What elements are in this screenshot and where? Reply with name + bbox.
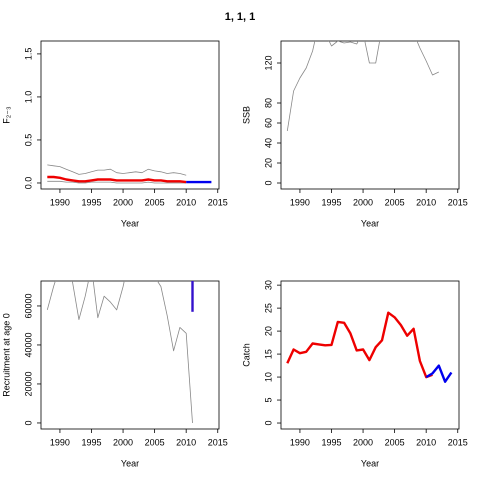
x-tick-label: 2010: [416, 437, 436, 447]
y-axis-label: Catch: [241, 343, 251, 367]
plot-box: [280, 280, 460, 430]
y-tick-label: 0: [263, 421, 273, 426]
y-tick-label: 0: [23, 420, 33, 425]
x-tick-label: 2010: [176, 197, 196, 207]
y-tick-label: 120: [263, 55, 273, 70]
y-tick-label: 60000: [23, 293, 33, 318]
x-tick-label: 2015: [448, 197, 468, 207]
y-tick-label: 15: [263, 349, 273, 359]
series-line: [47, 164, 187, 176]
y-axis-label: SSB: [241, 106, 251, 124]
y-tick-label: 60: [263, 118, 273, 128]
plot-box: [40, 280, 220, 430]
x-tick-label: 2000: [113, 437, 133, 447]
series-line: [47, 180, 187, 184]
y-axis-label: F₂₋₃: [1, 106, 11, 124]
x-tick-label: 1995: [321, 437, 341, 447]
y-tick-label: 40: [263, 138, 273, 148]
x-tick-label: 2000: [353, 197, 373, 207]
x-tick-label: 1990: [50, 437, 70, 447]
x-tick-label: 2015: [208, 437, 228, 447]
y-tick-label: 0.5: [23, 134, 33, 147]
x-tick-label: 2005: [145, 197, 165, 207]
y-tick-label: 0: [263, 180, 273, 185]
series-line: [46, 281, 193, 424]
x-tick-label: 2015: [448, 437, 468, 447]
y-tick-label: 20: [263, 326, 273, 336]
x-tick-label: 2000: [113, 197, 133, 207]
x-tick-label: 2015: [208, 197, 228, 207]
y-tick-label: 25: [263, 303, 273, 313]
y-tick-label: 20: [263, 158, 273, 168]
y-tick-label: 20000: [23, 371, 33, 396]
x-tick-label: 1995: [81, 437, 101, 447]
series-line: [425, 364, 453, 383]
x-tick-label: 2010: [416, 197, 436, 207]
x-axis-label: Year: [121, 218, 139, 228]
y-tick-label: 1.0: [23, 91, 33, 104]
series-line: [286, 311, 433, 379]
x-tick-label: 2010: [176, 437, 196, 447]
x-tick-label: 2005: [385, 437, 405, 447]
y-axis-label: Recruitment at age 0: [1, 313, 11, 397]
y-tick-label: 10: [263, 372, 273, 382]
y-tick-label: 1.5: [23, 48, 33, 61]
x-tick-label: 2005: [385, 197, 405, 207]
x-tick-label: 1990: [50, 197, 70, 207]
x-axis-label: Year: [361, 218, 379, 228]
x-axis-label: Year: [361, 458, 379, 468]
x-tick-label: 1990: [290, 437, 310, 447]
figure-title: 1, 1, 1: [225, 11, 256, 23]
series-line: [47, 175, 187, 184]
x-tick-label: 1990: [290, 197, 310, 207]
x-axis-label: Year: [121, 458, 139, 468]
x-tick-label: 1995: [81, 197, 101, 207]
y-tick-label: 80: [263, 98, 273, 108]
x-tick-label: 2005: [145, 437, 165, 447]
plot-box: [40, 40, 220, 190]
y-tick-label: 30: [263, 280, 273, 290]
y-tick-label: 40000: [23, 332, 33, 357]
plot-box: [280, 40, 460, 190]
series-line: [286, 41, 439, 132]
x-tick-label: 1995: [321, 197, 341, 207]
y-tick-label: 5: [263, 398, 273, 403]
x-tick-label: 2000: [353, 437, 373, 447]
y-tick-label: 0.0: [23, 177, 33, 190]
